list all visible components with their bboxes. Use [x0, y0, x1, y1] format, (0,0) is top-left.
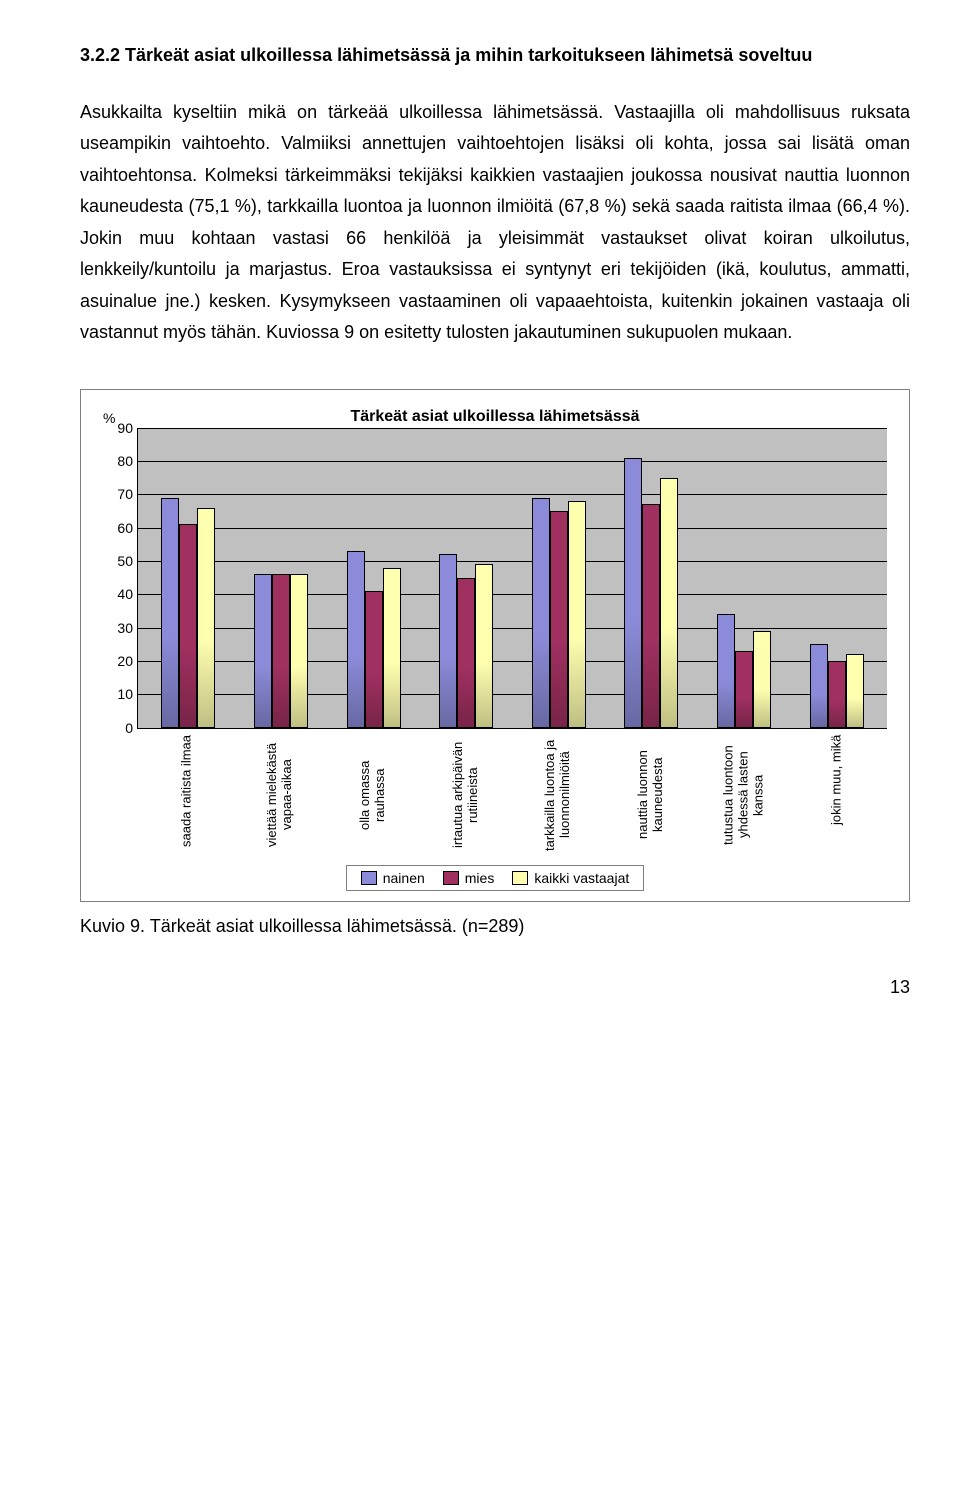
x-tick-label: nauttia luonnon kauneudesta	[621, 735, 681, 855]
figure-caption: Kuvio 9. Tärkeät asiat ulkoillessa lähim…	[80, 916, 910, 937]
bar	[550, 511, 568, 728]
x-tick-label: jokin muu, mikä	[807, 735, 867, 855]
bar	[197, 508, 215, 728]
chart-area: % 0102030405060708090	[103, 428, 887, 729]
chart-legend: nainen mies kaikki vastaajat	[346, 865, 645, 891]
legend-item: nainen	[361, 870, 425, 886]
body-paragraph: Asukkailta kyseltiin mikä on tärkeää ulk…	[80, 97, 910, 349]
bar-group	[158, 498, 218, 728]
legend-item: kaikki vastaajat	[512, 870, 629, 886]
bar	[254, 574, 272, 727]
bar	[642, 504, 660, 727]
x-tick-label: saada raitista ilmaa	[157, 735, 217, 855]
bar	[475, 564, 493, 727]
bar	[457, 578, 475, 728]
bar	[810, 644, 828, 727]
x-tick-label: olla omassa rauhassa	[343, 735, 403, 855]
bar	[290, 574, 308, 727]
chart-container: Tärkeät asiat ulkoillessa lähimetsässä %…	[80, 389, 910, 902]
y-tick-label: 90	[117, 420, 133, 436]
chart-plot	[137, 428, 887, 729]
legend-swatch	[443, 871, 459, 885]
page-number: 13	[80, 977, 910, 998]
bar	[347, 551, 365, 728]
legend-item: mies	[443, 870, 495, 886]
bars-layer	[138, 428, 887, 728]
bar	[735, 651, 753, 728]
bar	[161, 498, 179, 728]
y-axis: % 0102030405060708090	[103, 428, 137, 728]
bar-group	[529, 498, 589, 728]
bar	[660, 478, 678, 728]
bar	[365, 591, 383, 728]
bar	[179, 524, 197, 727]
x-tick-label: irtautua arkipäivän rutiineista	[436, 735, 496, 855]
y-tick-label: 0	[125, 720, 133, 736]
bar	[828, 661, 846, 728]
bar	[624, 458, 642, 728]
x-tick-label: tutustua luontoon yhdessä lasten kanssa	[714, 735, 774, 855]
y-tick-label: 10	[117, 686, 133, 702]
y-tick-label: 60	[117, 520, 133, 536]
x-tick-label: viettää mielekästä vapaa-aikaa	[250, 735, 310, 855]
bar-group	[621, 458, 681, 728]
x-axis-labels: saada raitista ilmaa viettää mielekästä v…	[103, 729, 887, 855]
chart-title: Tärkeät asiat ulkoillessa lähimetsässä	[103, 408, 887, 426]
x-tick-label: tarkkailla luontoa ja luonnonilmiöitä	[528, 735, 588, 855]
y-tick-label: 30	[117, 620, 133, 636]
bar	[383, 568, 401, 728]
bar	[272, 574, 290, 727]
bar	[846, 654, 864, 727]
bar	[753, 631, 771, 728]
section-heading: 3.2.2 Tärkeät asiat ulkoillessa lähimets…	[80, 40, 910, 71]
bar	[717, 614, 735, 727]
bar	[439, 554, 457, 727]
bar-group	[436, 554, 496, 727]
y-tick-label: 80	[117, 453, 133, 469]
legend-label: mies	[465, 870, 495, 886]
legend-label: kaikki vastaajat	[534, 870, 629, 886]
y-axis-unit: %	[103, 410, 115, 426]
legend-swatch	[512, 871, 528, 885]
bar	[532, 498, 550, 728]
bar-group	[714, 614, 774, 727]
y-tick-label: 40	[117, 586, 133, 602]
legend-label: nainen	[383, 870, 425, 886]
bar	[568, 501, 586, 728]
y-tick-label: 20	[117, 653, 133, 669]
legend-swatch	[361, 871, 377, 885]
y-tick-label: 50	[117, 553, 133, 569]
bar-group	[344, 551, 404, 728]
y-tick-label: 70	[117, 486, 133, 502]
bar-group	[807, 644, 867, 727]
bar-group	[251, 574, 311, 727]
